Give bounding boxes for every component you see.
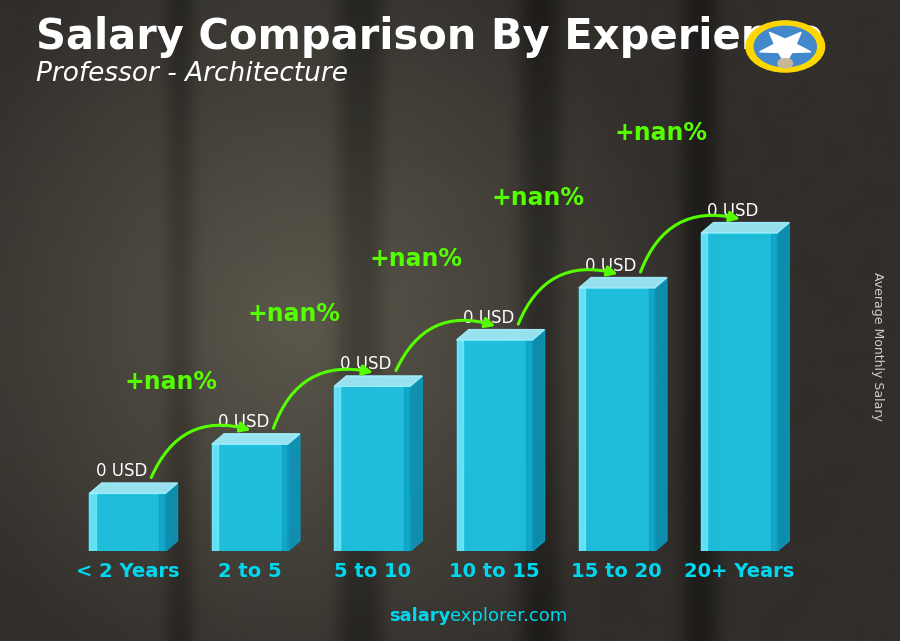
Polygon shape [701, 222, 789, 233]
Bar [579, 288, 585, 551]
Text: 0 USD: 0 USD [340, 355, 392, 373]
Bar [649, 288, 654, 551]
Circle shape [746, 21, 824, 72]
Bar [89, 494, 95, 551]
Bar [334, 387, 410, 551]
Bar [456, 340, 463, 551]
Bar [404, 387, 410, 551]
Polygon shape [533, 329, 544, 551]
Bar [159, 494, 166, 551]
Circle shape [778, 58, 793, 68]
Circle shape [754, 26, 816, 67]
Bar [456, 340, 533, 551]
Text: +nan%: +nan% [614, 121, 707, 145]
Bar [701, 233, 707, 551]
Text: 0 USD: 0 USD [218, 413, 269, 431]
Text: explorer.com: explorer.com [450, 607, 567, 625]
Text: 0 USD: 0 USD [463, 309, 514, 327]
Bar [89, 494, 166, 551]
Polygon shape [760, 32, 811, 64]
Polygon shape [166, 483, 177, 551]
Text: +nan%: +nan% [369, 247, 463, 271]
Bar [212, 444, 218, 551]
Text: Average Monthly Salary: Average Monthly Salary [871, 272, 884, 420]
Polygon shape [777, 222, 789, 551]
Bar [212, 444, 288, 551]
Polygon shape [288, 434, 300, 551]
Polygon shape [334, 376, 422, 387]
Text: salary: salary [389, 607, 450, 625]
Polygon shape [456, 329, 544, 340]
Bar [526, 340, 533, 551]
Bar [282, 444, 288, 551]
Polygon shape [654, 278, 667, 551]
Polygon shape [89, 483, 177, 494]
Text: +nan%: +nan% [491, 186, 585, 210]
Text: 0 USD: 0 USD [707, 202, 759, 220]
Polygon shape [212, 434, 300, 444]
Text: 0 USD: 0 USD [95, 462, 147, 480]
Bar [334, 387, 340, 551]
Bar [771, 233, 777, 551]
Text: Salary Comparison By Experience: Salary Comparison By Experience [36, 16, 824, 58]
Text: +nan%: +nan% [247, 302, 340, 326]
Polygon shape [410, 376, 422, 551]
Text: 0 USD: 0 USD [585, 256, 636, 274]
Text: Professor - Architecture: Professor - Architecture [36, 61, 348, 87]
Text: +nan%: +nan% [125, 370, 218, 394]
Bar [579, 288, 654, 551]
Bar [701, 233, 777, 551]
Polygon shape [579, 278, 667, 288]
